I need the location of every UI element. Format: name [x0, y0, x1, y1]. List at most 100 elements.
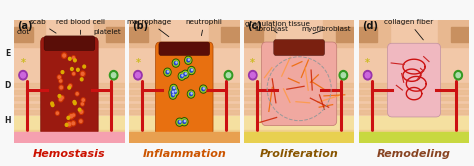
Text: Proliferation: Proliferation: [260, 149, 338, 159]
Text: granulation tissue: granulation tissue: [245, 21, 310, 27]
Bar: [359, 104, 469, 107]
FancyBboxPatch shape: [388, 43, 440, 117]
Text: (d): (d): [362, 21, 378, 31]
Circle shape: [81, 98, 85, 102]
Bar: [244, 104, 355, 107]
Circle shape: [82, 72, 84, 75]
Circle shape: [81, 78, 83, 81]
Circle shape: [61, 96, 63, 99]
Bar: [438, 20, 469, 47]
Circle shape: [182, 119, 187, 125]
Circle shape: [182, 71, 188, 77]
Circle shape: [188, 90, 194, 98]
Circle shape: [59, 79, 63, 83]
FancyBboxPatch shape: [159, 42, 210, 56]
Circle shape: [188, 59, 190, 60]
Circle shape: [178, 121, 181, 124]
Circle shape: [80, 71, 85, 77]
Circle shape: [188, 67, 195, 74]
Circle shape: [169, 88, 176, 96]
Bar: [451, 27, 469, 42]
Circle shape: [78, 108, 81, 111]
Circle shape: [60, 98, 62, 101]
Circle shape: [73, 59, 76, 62]
Bar: [14, 27, 33, 42]
Bar: [14, 130, 125, 143]
Circle shape: [201, 86, 206, 92]
Bar: [14, 117, 125, 121]
Text: H: H: [4, 116, 11, 125]
Circle shape: [69, 113, 74, 119]
Circle shape: [179, 73, 184, 79]
Circle shape: [70, 115, 73, 118]
Circle shape: [165, 69, 170, 75]
Circle shape: [173, 59, 180, 67]
Circle shape: [73, 101, 76, 103]
Bar: [244, 20, 275, 47]
Circle shape: [79, 109, 83, 114]
Circle shape: [72, 113, 75, 117]
Text: (c): (c): [247, 21, 262, 31]
Bar: [129, 117, 239, 121]
Bar: [14, 97, 125, 100]
Circle shape: [190, 69, 193, 72]
Text: platelet: platelet: [94, 29, 121, 35]
Text: red blood cell: red blood cell: [56, 19, 105, 34]
Circle shape: [365, 73, 370, 78]
Circle shape: [181, 75, 183, 78]
Circle shape: [181, 118, 188, 126]
Circle shape: [203, 88, 204, 89]
Text: clot: clot: [17, 29, 30, 35]
Circle shape: [136, 73, 140, 78]
Circle shape: [68, 84, 72, 88]
Circle shape: [175, 91, 176, 92]
Bar: [129, 132, 239, 143]
Circle shape: [171, 91, 174, 94]
Text: *: *: [20, 58, 26, 68]
Circle shape: [51, 102, 54, 105]
Circle shape: [75, 92, 79, 96]
FancyBboxPatch shape: [262, 42, 337, 125]
Circle shape: [226, 73, 231, 78]
Text: Remodeling: Remodeling: [377, 149, 451, 159]
Circle shape: [170, 84, 177, 92]
Bar: [244, 132, 355, 143]
Circle shape: [134, 71, 142, 80]
Bar: [129, 116, 239, 133]
Circle shape: [21, 73, 26, 78]
Circle shape: [176, 62, 177, 63]
Bar: [359, 83, 469, 87]
Text: (a): (a): [18, 21, 33, 31]
Circle shape: [72, 122, 74, 125]
Circle shape: [63, 54, 65, 57]
Text: macrophage: macrophage: [127, 19, 172, 37]
Circle shape: [68, 86, 71, 89]
Circle shape: [182, 70, 189, 78]
Circle shape: [169, 91, 176, 99]
Circle shape: [170, 92, 175, 98]
Circle shape: [72, 56, 75, 60]
Text: neutrophil: neutrophil: [186, 19, 223, 36]
Bar: [129, 90, 239, 94]
Bar: [244, 110, 355, 114]
Circle shape: [186, 57, 191, 63]
Bar: [244, 116, 355, 133]
Bar: [129, 97, 239, 100]
Circle shape: [80, 110, 82, 113]
Circle shape: [454, 71, 463, 80]
Circle shape: [164, 68, 171, 76]
Text: *: *: [365, 58, 370, 68]
Bar: [129, 104, 239, 107]
Circle shape: [341, 73, 346, 78]
Circle shape: [183, 120, 186, 123]
Bar: [209, 20, 239, 47]
Bar: [129, 130, 239, 143]
Circle shape: [177, 119, 182, 125]
Circle shape: [73, 114, 74, 116]
Circle shape: [65, 123, 68, 126]
Bar: [359, 20, 390, 47]
Text: D: D: [4, 81, 11, 89]
Circle shape: [19, 71, 27, 80]
Circle shape: [191, 69, 192, 71]
Circle shape: [59, 85, 64, 90]
